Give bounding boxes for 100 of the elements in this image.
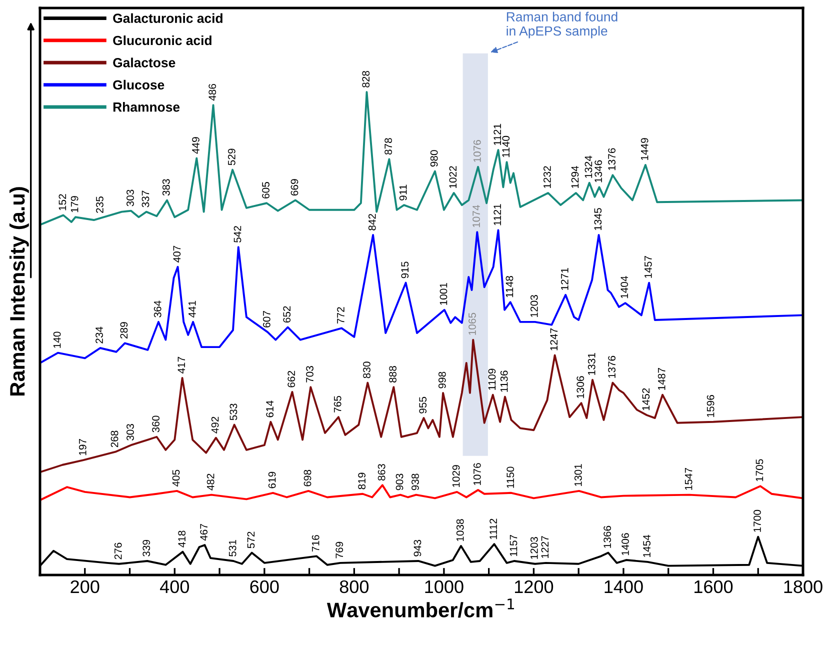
annotation: 772: [337, 307, 344, 324]
legend-label: Glucose: [113, 80, 164, 90]
annotation: 915: [401, 262, 409, 278]
annotation: 1454: [643, 534, 651, 557]
annotation: 276: [114, 542, 122, 560]
annotation: 1376: [608, 148, 616, 170]
annotation: 716: [312, 535, 320, 552]
x-tick-label: 1000: [425, 580, 464, 594]
x-tick-label: 1600: [694, 580, 733, 594]
annotation: 888: [389, 366, 396, 383]
annotation: 938: [412, 474, 419, 490]
annotation: 1301: [574, 464, 582, 486]
annotation: 1376: [608, 356, 616, 378]
annotation: 998: [438, 372, 446, 388]
annotation: 1452: [642, 388, 650, 410]
annotation: 1345: [594, 208, 602, 230]
annotation: 1406: [622, 533, 629, 556]
annotation: 492: [211, 416, 219, 434]
annotation: 605: [262, 182, 270, 198]
annotation: 303: [126, 424, 134, 441]
legend-label: Rhamnose: [113, 102, 180, 112]
annotation: 1121: [494, 204, 501, 226]
annotation: 1029: [452, 465, 460, 487]
annotation: 1487: [658, 368, 666, 390]
annotation: 1271: [560, 268, 568, 290]
annotation: 1148: [506, 276, 514, 298]
annotation: 1294: [571, 166, 579, 188]
annotation: 1232: [543, 166, 551, 188]
annotation: 1001: [440, 283, 448, 305]
y-axis-title: Raman Intensity (a.u): [9, 187, 29, 396]
x-tick-label: 800: [340, 580, 369, 594]
annotation: 1227: [541, 536, 549, 558]
annotation: 441: [188, 300, 196, 318]
annotation: 1065: [468, 312, 476, 335]
annotation: 878: [384, 138, 392, 155]
annotation: 140: [53, 332, 61, 348]
annotation: 1547: [684, 468, 692, 490]
annotation: 235: [96, 196, 104, 213]
annotation: 1076: [473, 140, 481, 162]
x-tick-label: 400: [160, 580, 190, 594]
annotation: 383: [162, 179, 170, 196]
annotation: 417: [178, 356, 185, 374]
annotation: 1203: [530, 537, 538, 559]
annotation: 339: [142, 540, 150, 556]
annotation: 1157: [510, 534, 518, 556]
annotation: 863: [378, 464, 386, 481]
x-tick-label: 200: [70, 580, 100, 594]
annotation: 1203: [530, 295, 538, 317]
annotation: 1109: [488, 368, 496, 390]
annotation: 531: [228, 540, 236, 556]
annotation: 1247: [550, 328, 558, 350]
annotation: 669: [290, 179, 298, 196]
annotation: 830: [363, 362, 370, 378]
annotation: 980: [430, 150, 438, 167]
annotation: 1366: [604, 526, 612, 548]
annotation: 197: [78, 439, 86, 456]
annotation: 364: [154, 300, 162, 318]
annotation: 955: [419, 396, 427, 414]
annotation: 703: [306, 366, 314, 382]
annotation: 179: [70, 196, 78, 212]
annotation: 572: [247, 532, 255, 548]
annotation: 1076: [473, 463, 481, 486]
annotation: 482: [206, 474, 214, 490]
annotation: 337: [142, 190, 150, 208]
legend-label: Glucuronic acid: [113, 35, 212, 46]
annotation: 607: [262, 311, 270, 328]
x-tick-label: 1200: [515, 580, 554, 594]
annotation: 234: [96, 326, 103, 344]
x-tick-label: 600: [250, 580, 279, 594]
annotation: 1404: [620, 276, 628, 298]
annotation: 303: [126, 190, 134, 206]
annotation: 1346: [594, 160, 602, 182]
x-tick-label: 1400: [604, 580, 643, 594]
annotation: 903: [396, 474, 404, 490]
band-label: Raman band found in ApEPS sample: [506, 12, 618, 38]
annotation: 819: [358, 472, 366, 490]
annotation: 418: [178, 530, 186, 548]
annotation: 529: [228, 148, 236, 166]
annotation: 769: [336, 542, 344, 558]
annotation: 1306: [576, 376, 584, 398]
annotation: 614: [266, 400, 274, 418]
annotation: 1700: [754, 510, 761, 532]
annotation: 1457: [644, 256, 652, 278]
annotation: 1596: [706, 395, 714, 417]
annotation: 268: [110, 430, 118, 448]
annotation: 486: [208, 84, 216, 101]
annotation: 1324: [584, 156, 592, 178]
annotation: 1022: [449, 166, 457, 188]
x-axis-title: Wavenumber/cm$^{−1}$: [326, 598, 514, 618]
annotation: 1074: [472, 205, 480, 228]
annotation: 662: [288, 370, 296, 388]
annotation: 449: [192, 137, 200, 154]
annotation: 1112: [490, 518, 497, 540]
annotation: 698: [304, 470, 312, 486]
annotation: 407: [173, 246, 181, 262]
annotation: 289: [120, 322, 128, 338]
annotation: 405: [172, 470, 180, 487]
annotation: 842: [368, 214, 376, 230]
annotation: 533: [230, 404, 238, 420]
annotation: 652: [283, 306, 291, 323]
